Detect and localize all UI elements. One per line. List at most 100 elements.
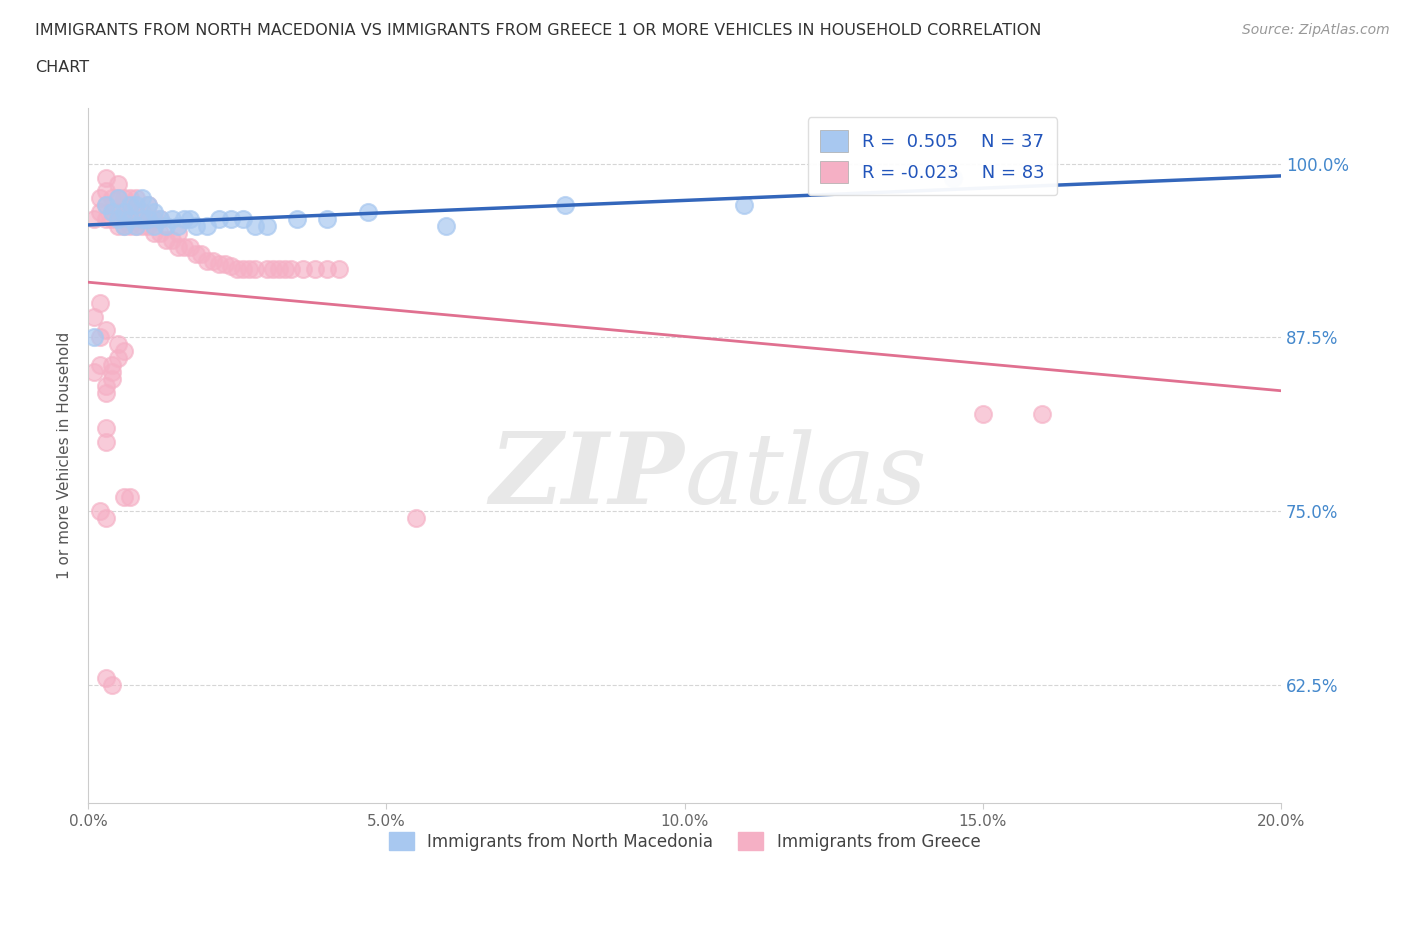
Point (274, 262, 297, 277)
Point (184, 246, 207, 261)
Point (125, 198, 148, 213)
Point (101, 358, 124, 373)
Point (221, 259, 243, 274)
Point (83, 309, 105, 324)
Point (232, 262, 254, 277)
Point (125, 219, 148, 233)
Point (136, 219, 159, 233)
Point (304, 262, 326, 277)
Point (89, 191, 111, 206)
Point (112, 205, 135, 219)
Point (94, 198, 117, 213)
Point (357, 205, 380, 219)
Point (94, 434, 117, 449)
Point (256, 219, 278, 233)
Point (94, 323, 117, 338)
Point (173, 212, 195, 227)
Point (83, 212, 105, 227)
Point (136, 212, 159, 227)
Point (280, 262, 302, 277)
Point (256, 262, 278, 277)
Point (118, 219, 141, 233)
Point (107, 205, 129, 219)
Point (107, 177, 129, 192)
Point (554, 198, 576, 213)
Point (405, 511, 427, 525)
Point (101, 205, 124, 219)
Point (94, 420, 117, 435)
Point (112, 205, 135, 219)
Point (267, 262, 290, 277)
Point (101, 372, 124, 387)
Legend: Immigrants from North Macedonia, Immigrants from Greece: Immigrants from North Macedonia, Immigra… (382, 826, 987, 857)
Point (125, 191, 148, 206)
Point (118, 205, 141, 219)
Point (142, 205, 165, 219)
Point (226, 262, 249, 277)
Point (118, 198, 141, 213)
Point (142, 212, 165, 227)
Point (112, 219, 135, 233)
Point (83, 330, 105, 345)
Y-axis label: 1 or more Vehicles in Household: 1 or more Vehicles in Household (58, 332, 72, 579)
Point (112, 219, 135, 233)
Point (197, 254, 219, 269)
Text: ZIP: ZIP (489, 428, 685, 525)
Point (118, 191, 141, 206)
Point (942, 170, 965, 185)
Point (166, 219, 188, 233)
Point (434, 219, 457, 233)
Point (94, 379, 117, 393)
Point (160, 212, 183, 227)
Point (125, 205, 148, 219)
Point (94, 170, 117, 185)
Point (94, 184, 117, 199)
Point (208, 212, 231, 227)
Point (142, 226, 165, 241)
Point (107, 351, 129, 365)
Point (101, 212, 124, 227)
Point (285, 212, 308, 227)
Point (125, 219, 148, 233)
Point (136, 198, 159, 213)
Point (262, 262, 284, 277)
Point (112, 490, 135, 505)
Point (94, 511, 117, 525)
Point (101, 191, 124, 206)
Point (136, 198, 159, 213)
Point (155, 219, 177, 233)
Point (208, 257, 231, 272)
Text: IMMIGRANTS FROM NORTH MACEDONIA VS IMMIGRANTS FROM GREECE 1 OR MORE VEHICLES IN : IMMIGRANTS FROM NORTH MACEDONIA VS IMMIG… (35, 23, 1042, 38)
Point (101, 365, 124, 379)
Point (107, 191, 129, 206)
Point (173, 240, 195, 255)
Point (184, 219, 207, 233)
Point (179, 240, 201, 255)
Point (112, 191, 135, 206)
Point (238, 262, 260, 277)
Point (89, 295, 111, 310)
Point (291, 262, 314, 277)
Text: atlas: atlas (685, 429, 928, 524)
Point (89, 205, 111, 219)
Point (202, 254, 225, 269)
Point (131, 219, 153, 233)
Point (149, 212, 172, 227)
Point (155, 232, 177, 247)
Point (214, 257, 236, 272)
Point (118, 490, 141, 505)
Point (89, 330, 111, 345)
Text: CHART: CHART (35, 60, 89, 75)
Point (136, 212, 159, 227)
Point (131, 205, 153, 219)
Point (197, 219, 219, 233)
Point (190, 246, 212, 261)
Point (149, 212, 172, 227)
Point (107, 191, 129, 206)
Point (107, 212, 129, 227)
Point (972, 406, 994, 421)
Point (94, 198, 117, 213)
Point (89, 358, 111, 373)
Point (166, 240, 188, 255)
Point (328, 262, 350, 277)
